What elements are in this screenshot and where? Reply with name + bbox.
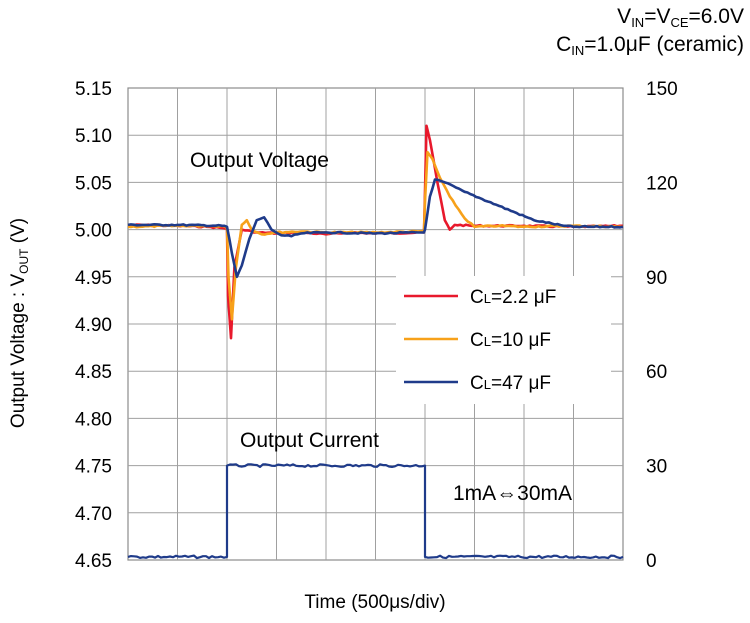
legend-label: CL=47 μF xyxy=(470,373,551,394)
condition-cin: CIN=1.0μF (ceramic) xyxy=(556,33,744,58)
y-tick-label-left: 4.95 xyxy=(75,268,112,289)
y-tick-label-left: 4.80 xyxy=(75,409,112,430)
y-tick-label-left: 4.85 xyxy=(75,362,112,383)
y-tick-label-left: 5.10 xyxy=(75,126,112,147)
y-axis-left: 5.15 5.10 5.05 5.00 4.95 4.90 4.85 4.80 4.75 4.70… xyxy=(75,79,112,572)
y-tick-label-right: 120 xyxy=(646,173,678,194)
y-axis-label: Output Voltage : VOUT (V) xyxy=(8,218,31,428)
y-tick-label-right: 150 xyxy=(646,79,678,100)
series-output-current xyxy=(127,463,624,560)
series-group xyxy=(127,124,624,560)
y-tick-label-left: 5.00 xyxy=(75,221,112,242)
series-line-2 xyxy=(127,178,624,279)
condition-vin-vce: VIN=VCE=6.0V xyxy=(617,5,744,30)
legend-label: CL=10 μF xyxy=(470,330,551,351)
y-tick-label-right: 30 xyxy=(646,457,667,478)
annotation-current-step: 1mA⇔30mA xyxy=(453,482,572,505)
y-axis-right: 150 120 90 60 30 0 xyxy=(646,79,678,572)
legend-label: CL=2.2 μF xyxy=(470,287,556,308)
y-tick-label-left: 4.70 xyxy=(75,504,112,525)
y-tick-label-left: 4.90 xyxy=(75,315,112,336)
grid xyxy=(127,87,624,561)
y-tick-label-right: 60 xyxy=(646,362,667,383)
annotation-output-voltage: Output Voltage xyxy=(190,149,329,172)
y-tick-label-left: 5.05 xyxy=(75,173,112,194)
y-tick-label-left: 4.75 xyxy=(75,457,112,478)
x-axis-label: Time (500μs/div) xyxy=(304,592,445,613)
y-tick-label-left: 5.15 xyxy=(75,79,112,100)
y-tick-label-left: 4.65 xyxy=(75,551,112,572)
y-tick-label-right: 0 xyxy=(646,551,657,572)
legend: CL=2.2 μF CL=10 μF CL=47 μF xyxy=(396,276,611,404)
annotation-output-current: Output Current xyxy=(240,429,379,452)
y-tick-label-right: 90 xyxy=(646,268,667,289)
